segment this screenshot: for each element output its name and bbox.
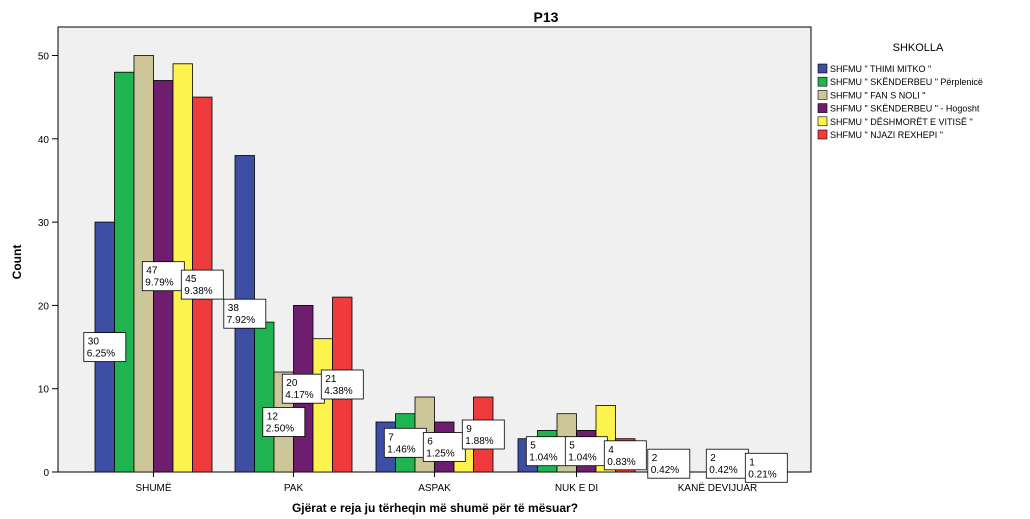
data-label-count: 2 <box>710 453 716 464</box>
y-tick-label: 40 <box>38 135 50 146</box>
data-label-kan-devijuar-series-6: 10.21% <box>744 452 788 483</box>
data-label-nuk-e-di-series-4: 51.04% <box>564 436 608 467</box>
y-tick-label: 30 <box>38 218 50 229</box>
x-axis-label: Gjërat e reja ju tërheqin më shumë për t… <box>292 501 578 515</box>
legend-swatch <box>817 76 828 87</box>
data-label-percent: 6.25% <box>87 349 115 360</box>
data-label-pak-series-6: 214.38% <box>320 369 364 400</box>
bar-pak-series-5 <box>312 338 333 473</box>
data-label-nuk-e-di-series-6: 40.83% <box>603 440 647 471</box>
legend-item-2: SHFMU " SKËNDERBEU " Përplenicë <box>817 76 983 87</box>
data-label-count: 2 <box>652 453 658 464</box>
data-label-count: 6 <box>427 437 433 448</box>
data-label-count: 9 <box>466 424 472 435</box>
y-tick-label: 0 <box>43 468 49 479</box>
data-label-percent: 4.38% <box>324 386 352 397</box>
data-label-count: 30 <box>88 337 100 348</box>
data-label-percent: 0.42% <box>709 465 737 476</box>
data-label-count: 4 <box>608 445 614 456</box>
data-label-count: 5 <box>530 441 536 452</box>
data-label-nuk-e-di-series-2: 51.04% <box>525 436 569 467</box>
data-label-percent: 0.42% <box>651 465 679 476</box>
y-tick-label: 50 <box>38 52 50 63</box>
y-axis-label: Count <box>10 245 24 280</box>
data-label-aspak-series-2: 71.46% <box>383 427 427 458</box>
legend-label: SHFMU " THIMI MITKO " <box>830 64 931 74</box>
x-tick-label-pak: PAK <box>284 483 304 494</box>
data-label-percent: 1.04% <box>529 453 557 464</box>
data-label-percent: 0.21% <box>748 469 776 480</box>
legend-item-3: SHFMU " FAN S NOLI " <box>817 90 925 100</box>
data-label-kan-devijuar-series-4: 20.42% <box>705 448 749 479</box>
data-label-count: 47 <box>146 266 158 277</box>
legend-item-4: SHFMU " SKËNDERBEU " - Hogosht <box>817 103 980 114</box>
data-label-percent: 1.25% <box>426 449 454 460</box>
legend-item-1: SHFMU " THIMI MITKO " <box>817 63 931 74</box>
x-tick-label-aspak: ASPAK <box>418 483 451 494</box>
x-tick-label-nuk-e-di: NUK E DI <box>555 483 598 494</box>
data-label-percent: 2.50% <box>266 424 294 435</box>
data-labels-layer: 306.25%479.79% 459.38%387.92%122.50%204.1… <box>83 261 788 483</box>
bar-shum-series-2 <box>114 71 135 473</box>
data-label-percent: 4.17% <box>285 390 313 401</box>
legend-swatch <box>817 129 828 140</box>
legend-title: SHKOLLA <box>893 42 944 54</box>
legend-label: SHFMU " FAN S NOLI " <box>830 90 925 100</box>
data-label-kan-devijuar-series-1: 20.42% <box>647 448 691 479</box>
data-label-count: 1 <box>749 457 755 468</box>
data-label-percent: 9.38% <box>184 286 212 297</box>
data-label-shum-series-6: 459.38% <box>180 269 224 300</box>
data-label-shum-series-1: 306.25% <box>83 332 127 363</box>
legend: SHKOLLA SHFMU " THIMI MITKO " SHFMU " SKË… <box>817 42 983 140</box>
legend-item-6: SHFMU " NJAZI REXHEPI " <box>817 129 943 140</box>
data-label-percent: 1.88% <box>465 436 493 447</box>
data-label-percent: 0.83% <box>607 457 635 468</box>
data-label-percent: 1.04% <box>568 453 596 464</box>
axes-layer: 0 10 20 30 40 50 SHUMË PAK ASPAK NUK E DI KANË DEV… <box>38 52 757 495</box>
x-tick-label-shum: SHUMË <box>135 482 171 494</box>
y-tick-label: 20 <box>38 301 50 312</box>
data-label-count: 5 <box>569 441 575 452</box>
legend-item-5: SHFMU " DËSHMORËT E VITISË " <box>817 116 973 127</box>
legend-label: SHFMU " NJAZI REXHEPI " <box>830 130 943 140</box>
y-tick-label: 10 <box>38 385 50 396</box>
chart-title: P13 <box>534 9 559 25</box>
data-label-count: 21 <box>325 374 337 385</box>
data-label-count: 12 <box>267 412 279 423</box>
data-label-count: 20 <box>286 378 298 389</box>
data-label-aspak-series-6: 91.88% <box>461 419 505 450</box>
data-label-count: 45 <box>185 274 197 285</box>
data-label-count: 38 <box>228 303 240 314</box>
legend-label: SHFMU " DËSHMORËT E VITISË " <box>830 117 973 127</box>
legend-label: SHFMU " SKËNDERBEU " Përplenicë <box>830 77 983 87</box>
data-label-pak-series-3: 122.50% <box>262 407 306 437</box>
legend-label: SHFMU " SKËNDERBEU " - Hogosht <box>830 104 980 114</box>
legend-swatch <box>817 90 828 100</box>
data-label-count: 7 <box>388 432 394 443</box>
x-tick-label-kan-devijuar: KANË DEVIJUAR <box>678 482 757 494</box>
data-label-aspak-series-4: 61.25% <box>422 432 466 462</box>
legend-swatch <box>817 63 828 74</box>
data-label-pak-series-1: 387.92% <box>223 298 267 329</box>
bar-pak-series-2 <box>254 321 275 473</box>
data-label-percent: 9.79% <box>145 278 173 289</box>
data-label-percent: 7.92% <box>227 315 255 326</box>
data-label-percent: 1.46% <box>387 444 415 455</box>
data-label-pak-series-4: 204.17% <box>281 373 325 404</box>
legend-swatch <box>817 116 828 127</box>
legend-swatch <box>817 103 828 113</box>
data-label-shum-series-4: 479.79% <box>141 261 185 292</box>
